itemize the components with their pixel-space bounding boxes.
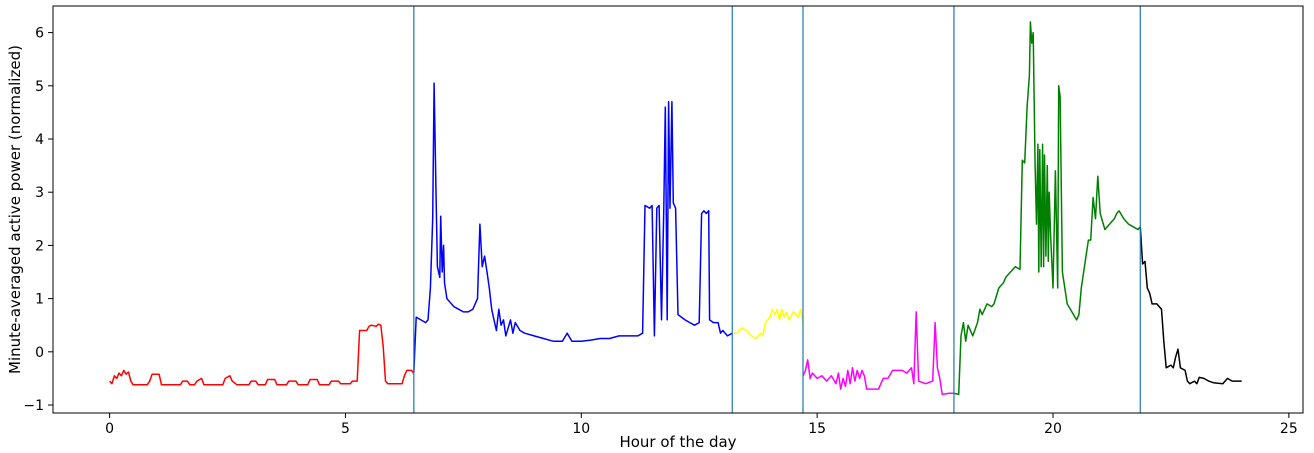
- series-line-6: [1139, 226, 1242, 385]
- series-line-4: [802, 311, 954, 396]
- series-layer: [109, 21, 1242, 396]
- y-axis-ticks: −1 0 1 2 3 4 5 6: [23, 26, 53, 414]
- y-tick-label: −1: [23, 398, 44, 414]
- x-axis-label: Hour of the day: [619, 433, 736, 451]
- y-tick-label: 0: [35, 345, 44, 361]
- series-line-3: [732, 308, 804, 340]
- y-tick-label: 2: [35, 238, 44, 254]
- x-axis-ticks: 0 5 10 15 20 25: [105, 413, 1298, 437]
- plot-frame: [52, 5, 1304, 414]
- x-tick-label: 20: [1044, 421, 1062, 437]
- series-line-5: [953, 21, 1141, 396]
- y-tick-label: 6: [35, 26, 44, 42]
- x-tick-label: 0: [105, 421, 114, 437]
- y-tick-label: 4: [35, 132, 44, 148]
- y-tick-label: 3: [35, 185, 44, 201]
- x-tick-label: 25: [1280, 421, 1298, 437]
- x-tick-label: 5: [341, 421, 350, 437]
- x-tick-label: 10: [572, 421, 590, 437]
- y-tick-label: 5: [35, 79, 44, 95]
- y-axis-label: Minute-averaged active power (normalized…: [6, 45, 24, 374]
- segment-boundaries: [413, 6, 1141, 413]
- series-line-1: [109, 323, 415, 386]
- x-tick-label: 15: [808, 421, 826, 437]
- y-tick-label: 1: [35, 292, 44, 308]
- series-line-2: [413, 82, 733, 374]
